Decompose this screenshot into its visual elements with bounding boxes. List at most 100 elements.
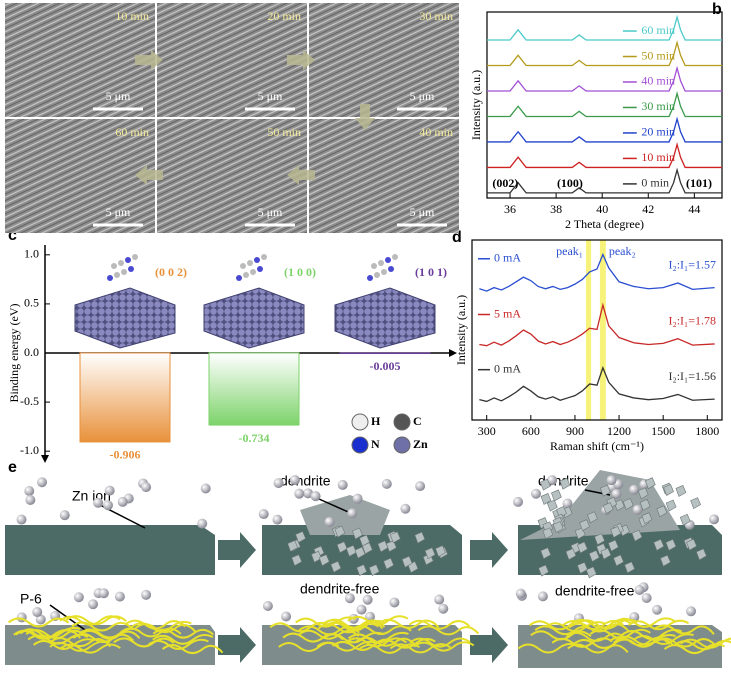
polymer-chain (269, 621, 331, 633)
dendrite-flake (602, 502, 614, 514)
zn-ion (652, 604, 663, 615)
zn-ion (513, 496, 524, 507)
polymer-chain (65, 615, 127, 626)
zn-ion (16, 514, 27, 525)
dendrite-flake (356, 564, 368, 577)
scale-label: 5 μm (410, 89, 435, 103)
molecule-atom (392, 254, 398, 260)
dendrite-flake (330, 560, 342, 573)
polymer-chain (152, 628, 214, 639)
dendrite-flake (414, 531, 426, 544)
molecule-atom (381, 269, 387, 275)
legend-label: 0 min (641, 176, 669, 190)
dendrite-flake (599, 484, 611, 497)
zn-ion (611, 488, 622, 499)
dendrite-flake (679, 513, 691, 526)
molecule-atom (121, 269, 127, 275)
x-tick-label: 1500 (651, 424, 675, 438)
polymer-chain (79, 627, 141, 639)
arrow (355, 104, 375, 130)
series-line (487, 91, 722, 118)
x-axis-label: 2 Theta (degree) (565, 217, 644, 231)
molecule-atom (250, 269, 256, 275)
sem-image (157, 3, 307, 117)
zn-ion (547, 475, 558, 486)
zn-ion (356, 604, 367, 615)
polymer-chain (614, 617, 676, 628)
time-label: 60 min (115, 125, 149, 139)
y-axis-label: Binding energy (eV) (7, 303, 21, 402)
time-label: 30 min (419, 9, 453, 23)
sem-image (157, 119, 307, 233)
zn-ion (537, 591, 548, 602)
molecule-atom (247, 260, 253, 266)
dendrite-flake (538, 564, 549, 577)
molecule-atom (261, 254, 267, 260)
peak-label: (100) (557, 176, 583, 190)
polymer-chain (78, 629, 141, 640)
molecule-atom (114, 272, 120, 278)
x-tick-label: 44 (688, 202, 700, 216)
polymer-chain (124, 619, 186, 630)
dendrite-flake (639, 498, 651, 511)
x-tick-label: 900 (566, 424, 584, 438)
scale-label: 5 μm (106, 205, 131, 219)
sem-image (309, 3, 459, 117)
molecule-atom (243, 272, 249, 278)
series-line (487, 65, 722, 92)
dendrite-flake (576, 541, 588, 554)
polymer-chain (409, 637, 471, 648)
molecule-atom (107, 275, 113, 281)
zn-ion (389, 597, 400, 608)
polymer-chain (322, 631, 384, 644)
y-tick-label: 0.0 (24, 345, 39, 359)
zn-ion (641, 592, 652, 603)
dendrite-flake (291, 554, 303, 567)
zn-ion (25, 494, 36, 505)
schematic-label: P-6 (20, 591, 42, 607)
zn-ion (272, 514, 283, 525)
dendrite-flake (556, 506, 567, 518)
zn-ion (337, 479, 348, 490)
zn-ion (352, 493, 363, 504)
zn-ion (415, 481, 426, 492)
value-label: -0.734 (239, 431, 270, 445)
polymer-chain (417, 625, 480, 636)
dendrite-flake (696, 548, 707, 561)
dendrite-flake (383, 557, 395, 570)
dendrite-flake (610, 526, 622, 538)
category-label: (0 0 2) (155, 265, 187, 279)
zn-ion (200, 483, 211, 494)
bar (79, 352, 171, 443)
x-tick-label: 36 (504, 202, 516, 216)
atom-swatch (393, 436, 411, 454)
dendrite-flake (663, 484, 674, 496)
schematic-label: dendrite-free (300, 581, 380, 597)
molecule-atom (118, 260, 124, 266)
dendrite-flake (641, 512, 653, 525)
scale-label: 5 μm (258, 205, 283, 219)
dendrite-flake (653, 539, 665, 551)
dendrite-flake (656, 505, 668, 518)
dendrite-flake (424, 547, 436, 560)
dendrite-flake (622, 498, 634, 510)
polymer-chain (147, 638, 209, 650)
category-label: (1 0 0) (284, 265, 316, 279)
zn-ion (347, 508, 358, 519)
polymer-chain (321, 619, 384, 630)
zn-ion (24, 485, 35, 496)
polymer-chain (113, 637, 175, 648)
dendrite-flake (594, 533, 605, 546)
dendrite-flake (401, 555, 413, 568)
dendrite-flake (613, 499, 625, 512)
y-tick-label: 0.5 (24, 296, 39, 310)
axis-arrow (41, 455, 49, 463)
polymer-chain (33, 638, 94, 650)
zn-ion (629, 484, 640, 495)
polymer-chain (621, 628, 683, 641)
zn-ion (634, 585, 645, 596)
zn-ion (93, 497, 104, 508)
dendrite-flake (542, 527, 554, 540)
atom-label: C (413, 414, 422, 428)
